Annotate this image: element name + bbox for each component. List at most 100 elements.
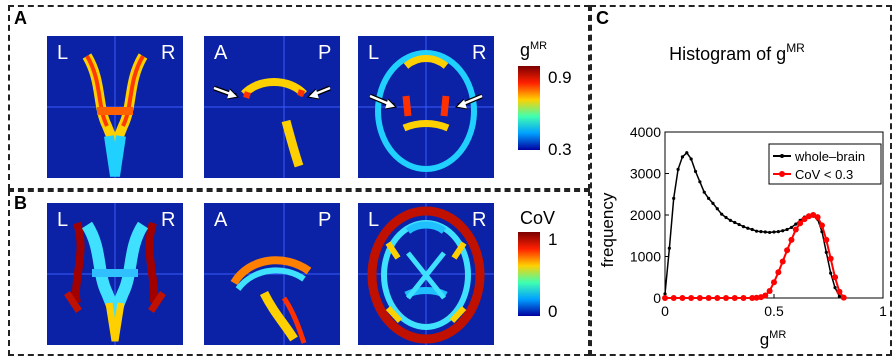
data-point [663,292,667,296]
data-point [797,220,804,227]
side-label-right: R [161,42,176,64]
side-label-left: L [368,209,380,231]
x-axis-label: gMR [760,329,787,349]
panel-b-axial-slice-2: L R [358,203,494,345]
side-label-left: L [368,42,380,64]
data-point [724,215,728,220]
y-tick-label: 1000 [630,249,661,265]
data-point [818,222,825,229]
data-point [776,230,780,234]
y-tick-label: 0 [653,290,661,306]
panel-b-colorbar-min: 0 [548,302,558,321]
legend-entry: CoV < 0.3 [795,167,853,182]
panel-b-colorbar-title: CoV [520,208,556,228]
panel-b-colorbar [518,232,540,316]
data-point [785,227,789,232]
data-point [784,247,791,254]
series-line-1 [665,213,845,299]
data-point [698,180,702,184]
data-point [731,295,738,301]
data-point [794,222,798,226]
side-label-posterior: P [318,42,332,64]
panel-c [590,5,892,356]
side-label-anterior: A [214,42,228,64]
data-point [728,218,732,222]
side-label-posterior: P [318,209,332,231]
data-point [789,225,794,230]
data-point [720,212,724,216]
panel-a-colorbar-max: 0.9 [548,68,572,87]
data-point [833,286,837,290]
x-tick-label: 0 [661,303,669,319]
data-point [662,295,668,301]
legend-entry: whole–brain [794,149,865,164]
chart-title: Histogram of gMR [669,41,805,64]
y-axis-label: frequency [598,192,617,267]
data-point [740,295,747,301]
data-point [781,229,785,233]
panel-b-axial-slice-1: L R [47,203,183,345]
data-point [676,167,680,171]
data-point [754,229,759,233]
data-point [768,230,772,235]
y-tick-label: 2000 [630,207,661,223]
data-point [775,269,782,276]
data-point [702,190,706,194]
data-point [788,236,795,243]
data-point [824,250,828,254]
data-point [689,157,693,161]
data-point [711,201,715,205]
data-point [814,214,821,221]
data-point [680,155,685,159]
panel-a-colorbar-title: gMR [520,40,548,60]
panel-a-colorbar-min: 0.3 [548,140,572,159]
x-tick-label: 1 [879,303,887,319]
side-label-right: R [472,209,487,231]
data-point [832,274,839,281]
panel-a-axial-slice-2: L R [358,36,494,178]
x-tick-label: 0.5 [764,303,784,319]
data-point [766,287,773,294]
data-point [746,226,750,230]
y-tick-label: 3000 [630,166,661,182]
data-point [688,295,695,301]
data-point [771,279,777,286]
panel-a-sagittal-slice: A P [204,36,340,178]
data-point [679,295,686,301]
data-point [667,246,671,250]
data-point [696,295,703,301]
data-point [723,295,730,301]
histogram-chart: Histogram of gMR 0 0.5 101000200030004000 … [598,41,887,349]
panel-b [8,190,590,356]
data-point [772,230,776,234]
data-point [714,295,721,301]
data-point [750,227,754,232]
data-point [707,196,711,200]
data-point [792,226,799,233]
side-label-left: L [57,209,69,231]
data-point [827,255,834,262]
data-point [759,230,763,234]
data-point [672,196,676,200]
legend-box [768,143,882,185]
data-point [840,294,847,301]
data-point [762,292,769,299]
panel-c-label: C [596,8,609,28]
data-point [737,222,741,227]
side-label-anterior: A [214,209,228,231]
data-point [763,230,767,234]
panel-a-label: A [14,8,27,28]
data-point [715,207,719,211]
side-label-right: R [472,42,487,64]
data-point [823,236,830,243]
data-point [749,295,756,301]
side-label-left: L [57,42,69,64]
y-tick-label: 4000 [630,124,661,140]
data-point [685,151,689,155]
legend-marker [780,154,784,158]
data-point [801,216,808,223]
data-point [733,220,737,225]
data-point [741,225,746,229]
legend-marker [779,171,785,177]
data-point [693,169,698,174]
